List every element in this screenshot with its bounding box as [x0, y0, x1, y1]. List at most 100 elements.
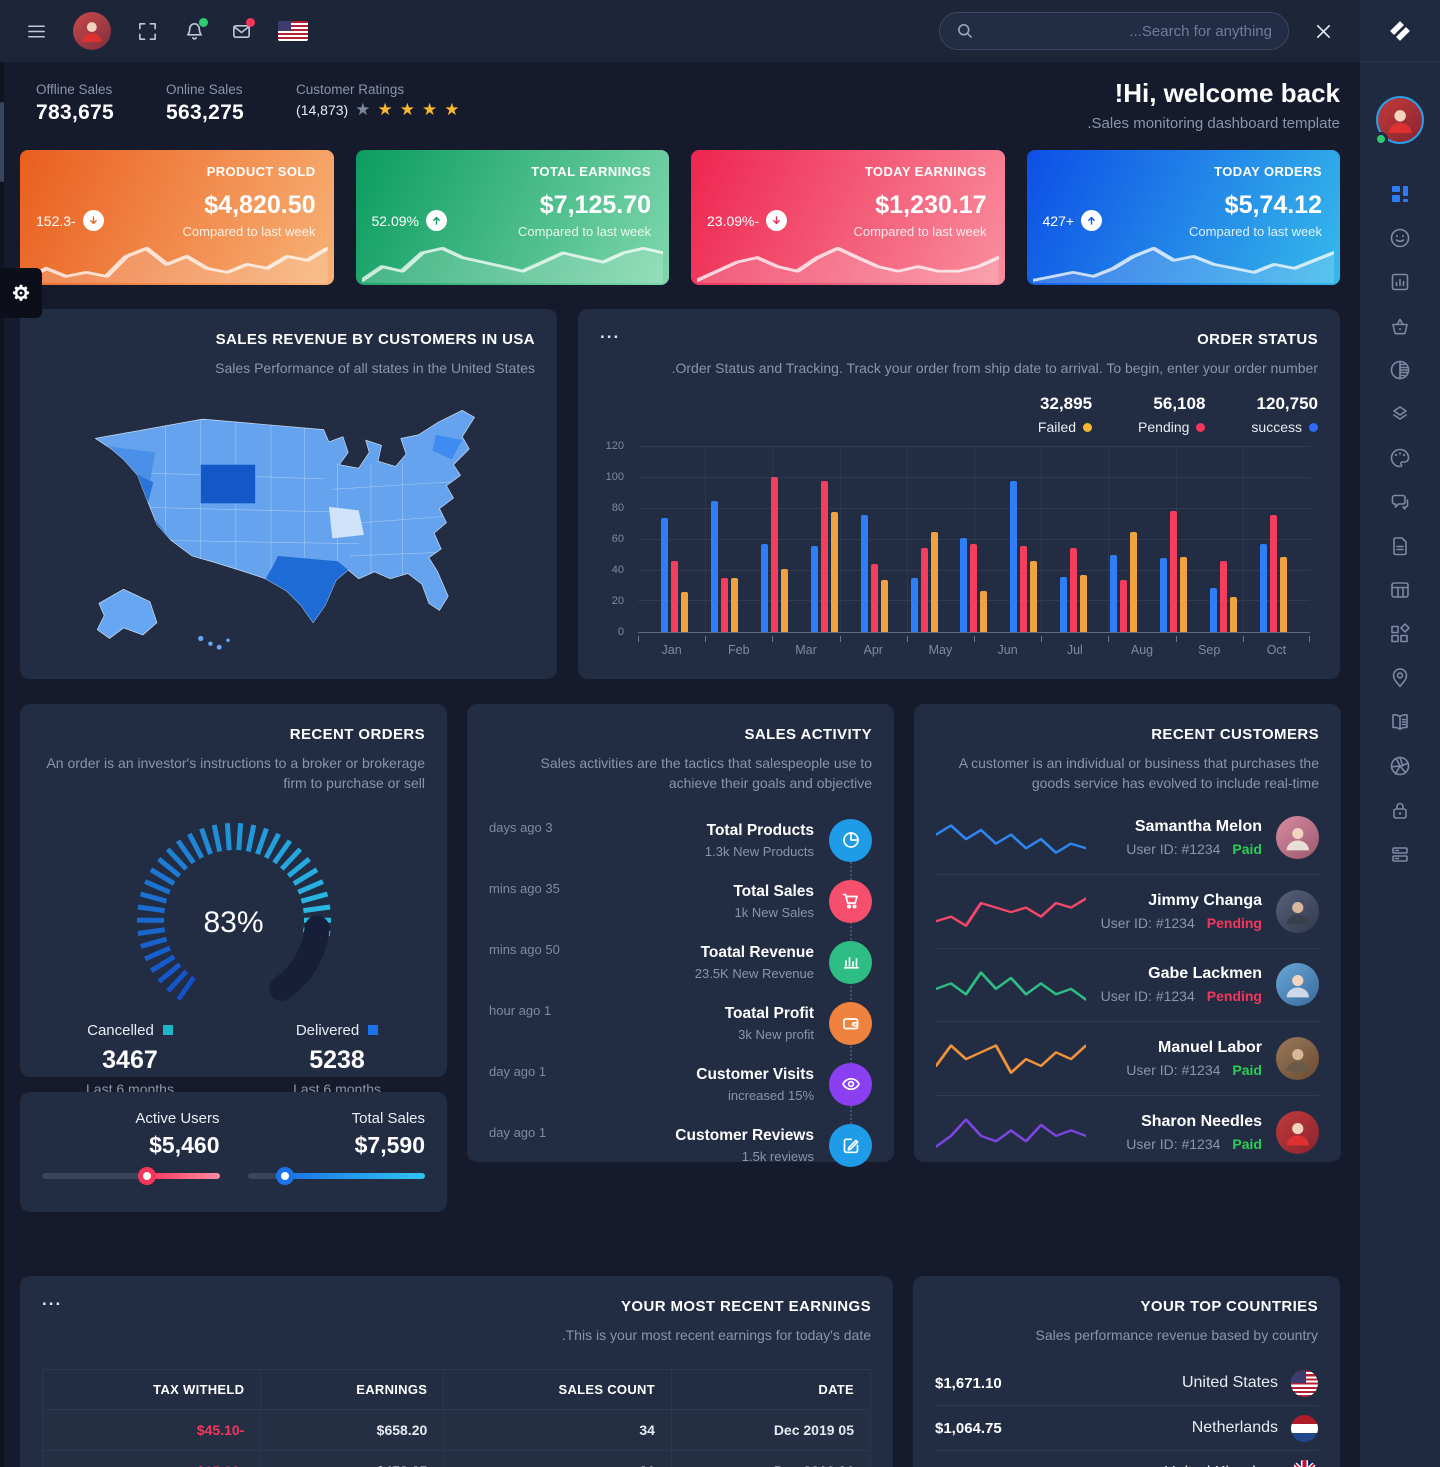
customer-list-item[interactable]: Sharon Needles User ID: #1234 Paid	[936, 1096, 1319, 1170]
total-sales-metric: Total Sales $7,590	[247, 1110, 425, 1194]
bar	[710, 501, 718, 633]
edit-icon	[829, 1123, 872, 1167]
legend-square	[368, 1025, 379, 1036]
customer-list-item[interactable]: Gabe Lackmen User ID: #1234 Pending	[936, 949, 1319, 1023]
sidebar-item-emoticons[interactable]	[1378, 216, 1422, 260]
activity-item: mins ago 35 Total Sales 1k New Sales	[489, 871, 872, 932]
sidebar-item-pages[interactable]	[1378, 524, 1422, 568]
sidebar-item-widgets[interactable]	[1378, 612, 1422, 656]
x-axis-label: Oct	[1242, 635, 1310, 659]
legend-square	[162, 1025, 173, 1036]
hamburger-menu-icon[interactable]	[26, 21, 47, 42]
stat-customer-ratings: Customer Ratings (14,873) ★ ★ ★ ★ ★	[296, 82, 460, 119]
top-navbar	[0, 0, 1360, 62]
sidebar-item-graphs[interactable]	[1378, 348, 1422, 392]
sidebar-avatar[interactable]	[1374, 96, 1424, 146]
mail-icon[interactable]	[231, 17, 255, 42]
sidebar-item-dashboard[interactable]	[1378, 172, 1422, 216]
chart-plot-area	[638, 446, 1310, 634]
arrow-up-circle-icon	[425, 210, 447, 231]
sidebar-item-chat[interactable]	[1378, 480, 1422, 524]
recent-customers-card: RECENT CUSTOMERS A customer is an indivi…	[914, 704, 1341, 1162]
order-status-chart: 0 20 40 60 80 100 120 Jan Feb Mar Apr May Jun Jul Aug…	[600, 440, 1318, 659]
settings-toggle-button[interactable]	[0, 268, 42, 318]
sidebar-item-auth[interactable]	[1378, 788, 1422, 832]
sidebar-item-docs[interactable]	[1378, 700, 1422, 744]
search-icon	[958, 24, 973, 39]
bar	[820, 481, 828, 633]
mail-dot	[246, 17, 255, 27]
usa-map[interactable]	[42, 384, 535, 656]
bar-chart-box-icon	[1391, 273, 1409, 291]
bar	[770, 476, 778, 633]
bar	[760, 544, 768, 633]
kpi-cards-row: PRODUCT SOLD $4,820.50 Compared to last …	[20, 150, 1340, 285]
bar-group	[710, 447, 738, 633]
diamond-logo-icon	[1389, 20, 1411, 41]
customer-list-item[interactable]: Manuel Labor User ID: #1234 Paid	[936, 1022, 1319, 1096]
slider-thumb[interactable]	[137, 1167, 156, 1185]
uk-flag-icon	[1291, 1459, 1318, 1467]
sidebar-item-media[interactable]	[1378, 744, 1422, 788]
active-users-slider[interactable]	[42, 1167, 220, 1185]
bell-icon[interactable]	[184, 17, 208, 42]
legend-failed: 32,895 Failed	[1037, 394, 1093, 436]
customer-sparkline	[936, 824, 1086, 854]
customer-list-item[interactable]: Samantha Melon User ID: #1234 Paid	[936, 802, 1319, 876]
customer-list-item[interactable]: Jimmy Changa User ID: #1234 Pending	[936, 875, 1319, 949]
pie-chart-icon	[829, 818, 872, 862]
bar	[1269, 515, 1277, 633]
order-status-subtitle: .Order Status and Tracking. Track your o…	[671, 360, 1318, 376]
orders-gauge: 83%	[119, 810, 349, 1020]
star-icon: ★	[399, 100, 415, 119]
legend-pending: 56,108 Pending	[1138, 394, 1206, 436]
total-sales-slider[interactable]	[247, 1167, 425, 1185]
arrow-up-circle-icon	[1081, 210, 1103, 231]
sidebar-item-ecommerce[interactable]	[1378, 304, 1422, 348]
sidebar-item-theme[interactable]	[1378, 436, 1422, 480]
us-flag-icon	[1291, 1369, 1318, 1397]
palette-icon	[1390, 448, 1410, 468]
language-flag-us[interactable]	[278, 21, 308, 41]
stat-offline-sales: Offline Sales 783,675	[36, 82, 115, 124]
bar-group	[660, 447, 688, 633]
app-logo[interactable]	[1360, 0, 1440, 62]
wallet-icon	[829, 1001, 872, 1045]
x-axis-label: Feb	[705, 635, 772, 659]
order-status-legend: 32,895 Failed 56,108 Pending 120,750 suc…	[600, 394, 1318, 435]
contrast-pie-icon	[1390, 360, 1410, 380]
bar	[1170, 510, 1178, 633]
top-countries-card: YOUR TOP COUNTRIES Sales performance rev…	[913, 1276, 1340, 1467]
slider-thumb[interactable]	[275, 1167, 294, 1185]
sidebar-item-layers[interactable]	[1378, 392, 1422, 436]
bar	[930, 532, 938, 633]
search-input[interactable]	[974, 22, 1272, 40]
bar	[1220, 561, 1228, 633]
star-icon: ★	[355, 100, 371, 119]
activity-item: day ago 1 Customer Visits increased 15%	[489, 1054, 872, 1115]
bar	[730, 578, 738, 633]
sidebar-item-maps[interactable]	[1378, 656, 1422, 700]
sidebar-item-forms[interactable]	[1378, 832, 1422, 876]
card-menu-button[interactable]: ...	[600, 323, 621, 342]
kpi-card-today-orders: TODAY ORDERS $5,74.12 Compared to last w…	[1026, 150, 1340, 285]
column-header: EARNINGS	[260, 1369, 445, 1411]
sidebar-item-tables[interactable]	[1378, 568, 1422, 612]
close-icon[interactable]	[1313, 21, 1334, 42]
page-scrollbar[interactable]	[0, 62, 4, 1467]
fullscreen-icon[interactable]	[137, 21, 158, 42]
bar	[1210, 587, 1218, 633]
order-status-card: ... ORDER STATUS .Order Status and Track…	[578, 309, 1340, 679]
navbar-avatar[interactable]	[73, 12, 111, 50]
sidebar-item-charts[interactable]	[1378, 260, 1422, 304]
bar	[810, 545, 818, 633]
card-menu-button[interactable]: ...	[42, 1290, 63, 1309]
kpi-sparkline	[26, 247, 328, 283]
avatar	[1276, 1036, 1319, 1080]
welcome-subtitle: .Sales monitoring dashboard template	[1087, 115, 1340, 132]
table-row: $15.02- $453.2526Dec 2019 06	[41, 1450, 872, 1467]
activity-item: day ago 1 Customer Reviews 1.5k reviews	[489, 1115, 872, 1176]
recent-orders-card: RECENT ORDERS An order is an investor's …	[20, 704, 447, 1097]
bar	[1030, 561, 1038, 633]
